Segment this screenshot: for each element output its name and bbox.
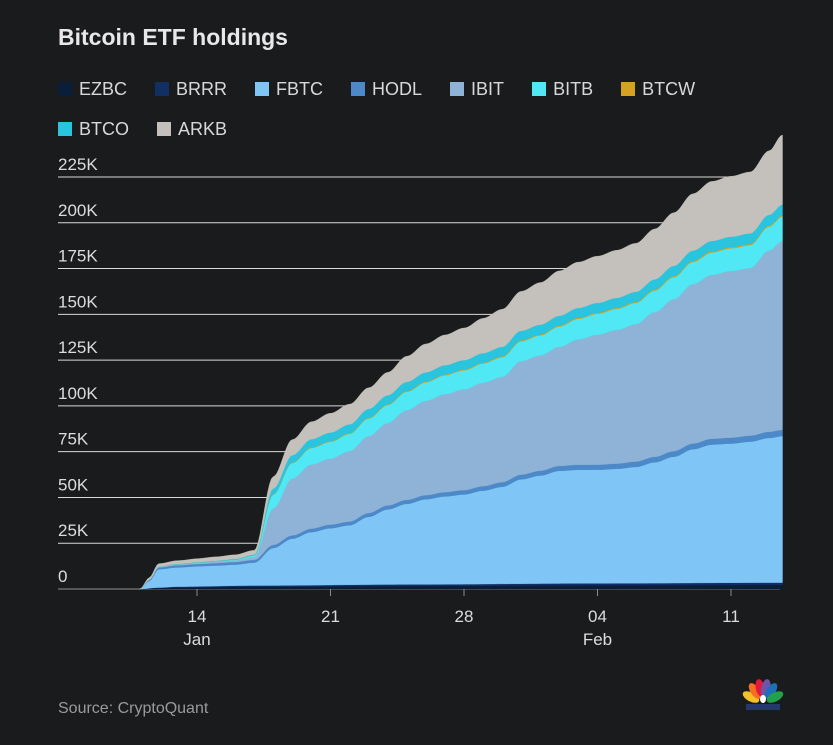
- legend-label: IBIT: [471, 78, 505, 99]
- x-tick-label: 04: [588, 607, 607, 626]
- legend-swatch: [58, 122, 72, 136]
- chart-title: Bitcoin ETF holdings: [58, 24, 288, 50]
- legend-label: BTCW: [642, 78, 696, 99]
- legend-label: FBTC: [276, 78, 324, 99]
- legend-label: HODL: [372, 78, 423, 99]
- area-arkb: [139, 134, 783, 590]
- legend-label: BRRR: [176, 78, 228, 99]
- y-tick-label: 225K: [58, 155, 98, 174]
- x-tick-label: 21: [321, 607, 340, 626]
- legend-item-ezbc[interactable]: EZBC: [58, 79, 127, 99]
- legend-item-btcw[interactable]: BTCW: [621, 79, 695, 99]
- legend-label: ARKB: [178, 118, 228, 139]
- legend-label: EZBC: [79, 78, 128, 99]
- x-tick-label: 11: [722, 607, 740, 626]
- area-series-group: [139, 134, 783, 590]
- chart-source: Source: CryptoQuant: [58, 700, 209, 717]
- legend-swatch: [532, 82, 547, 96]
- x-tick-label: 28: [455, 607, 474, 626]
- legend-item-brrr[interactable]: BRRR: [155, 79, 227, 99]
- legend-item-btco[interactable]: BTCO: [58, 119, 129, 139]
- legend-item-bitb[interactable]: BITB: [532, 79, 593, 99]
- legend-swatch: [450, 82, 465, 96]
- y-tick-label: 175K: [58, 247, 98, 266]
- legend-label: BTCO: [79, 118, 130, 139]
- legend-item-arkb[interactable]: ARKB: [157, 119, 227, 139]
- y-tick-label: 50K: [58, 475, 89, 494]
- y-tick-label: 100K: [58, 384, 98, 403]
- nbc-peacock-icon: [742, 679, 784, 710]
- x-tick-month-label: Feb: [583, 630, 612, 649]
- y-tick-label: 75K: [58, 430, 89, 449]
- y-tick-label: 125K: [58, 338, 98, 357]
- legend-swatch: [155, 82, 170, 96]
- legend-swatch: [58, 82, 72, 96]
- x-tick-label: 14: [188, 607, 207, 626]
- legend-swatch: [351, 82, 366, 96]
- y-tick-label: 0: [58, 567, 67, 586]
- x-tick-month-label: Jan: [183, 630, 210, 649]
- y-tick-label: 150K: [58, 292, 98, 311]
- chart-legend: EZBC BRRR FBTC HODL IBIT BITB BTCW BTCO ARKB: [58, 79, 758, 139]
- legend-swatch: [157, 122, 172, 136]
- legend-item-hodl[interactable]: HODL: [351, 79, 422, 99]
- legend-swatch: [255, 82, 270, 96]
- legend-item-fbtc[interactable]: FBTC: [255, 79, 323, 99]
- legend-swatch: [621, 82, 636, 96]
- y-tick-label: 25K: [58, 521, 89, 540]
- y-tick-label: 200K: [58, 201, 98, 220]
- legend-label: BITB: [553, 78, 594, 99]
- legend-item-ibit[interactable]: IBIT: [450, 79, 504, 99]
